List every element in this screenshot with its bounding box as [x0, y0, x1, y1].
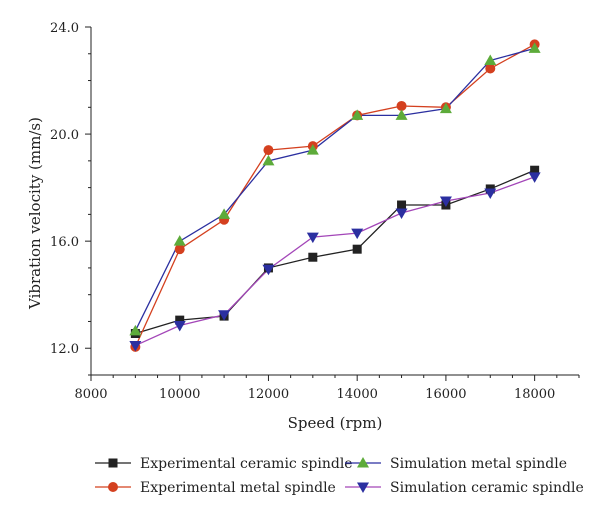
x-tick-label: 14000	[337, 387, 378, 402]
data-point	[395, 109, 408, 120]
x-axis-title: Speed (rpm)	[288, 414, 383, 432]
axes	[90, 27, 579, 376]
data-point	[262, 264, 275, 276]
legend-label: Experimental metal spindle	[140, 480, 336, 496]
data-point	[175, 315, 185, 325]
data-point	[308, 252, 318, 262]
x-tick-label: 10000	[159, 387, 200, 402]
y-tick-label: 12.0	[50, 342, 79, 357]
series-line-1	[134, 43, 535, 348]
legend: Experimental ceramic spindle Experimental…	[95, 456, 584, 496]
x-tick-label: 12000	[248, 387, 289, 402]
data-point	[528, 42, 541, 53]
data-point	[397, 200, 407, 210]
data-point	[263, 145, 274, 156]
x-tick-label: 8000	[74, 387, 107, 402]
legend-marker	[357, 457, 369, 468]
legend-label: Simulation metal spindle	[390, 456, 567, 472]
data-point	[395, 208, 408, 220]
data-point	[173, 320, 186, 332]
data-point	[306, 232, 319, 244]
y-axis-title: Vibration velocity (mm/s)	[26, 117, 44, 310]
data-point	[351, 228, 364, 240]
series-line-3	[135, 176, 535, 347]
legend-marker	[108, 458, 118, 468]
data-point	[129, 341, 142, 352]
legend-marker	[108, 482, 118, 492]
data-point	[218, 208, 231, 219]
y-tick-label: 20.0	[50, 128, 79, 143]
x-ticks: 8000 10000 12000 14000 16000 18000	[74, 375, 580, 402]
data-point	[439, 102, 452, 114]
y-ticks: 12.0 16.0 20.0 24.0	[50, 21, 91, 376]
legend-label: Experimental ceramic spindle	[140, 456, 353, 472]
y-tick-label: 24.0	[50, 21, 79, 36]
data-point	[484, 188, 497, 199]
x-tick-label: 18000	[514, 387, 555, 402]
data-point	[173, 235, 186, 246]
legend-label: Simulation ceramic spindle	[390, 480, 584, 496]
data-point	[484, 54, 497, 65]
data-point	[129, 324, 142, 336]
data-point	[351, 109, 364, 120]
data-point	[485, 63, 496, 74]
series-line-0	[135, 169, 535, 335]
data-point	[396, 100, 407, 111]
data-point	[218, 310, 231, 321]
series-lines	[134, 43, 535, 348]
data-point	[262, 154, 275, 166]
series-markers	[129, 39, 541, 352]
data-point	[352, 244, 362, 254]
data-point	[306, 144, 319, 155]
data-point	[439, 196, 452, 207]
legend-marker	[357, 482, 369, 493]
data-point	[530, 165, 540, 175]
data-point	[174, 244, 185, 255]
y-tick-label: 16.0	[50, 235, 79, 250]
series-line-2	[134, 47, 535, 332]
data-point	[528, 172, 541, 183]
x-tick-label: 16000	[425, 387, 466, 402]
